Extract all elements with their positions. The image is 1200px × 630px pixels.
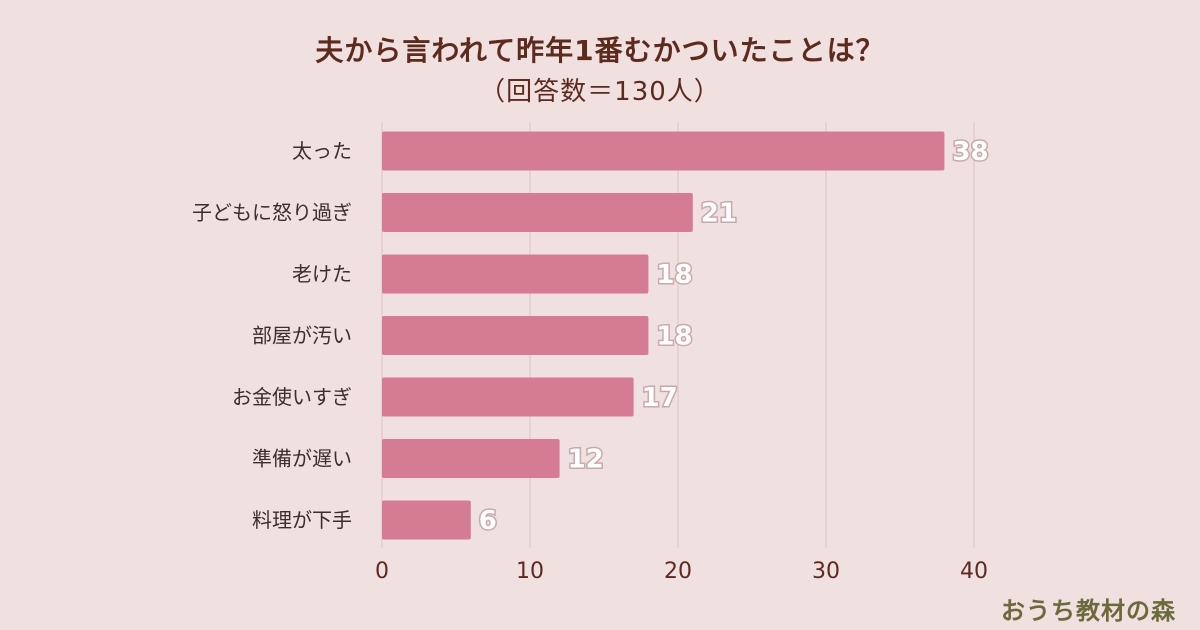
x-tick-label: 30 [812, 559, 840, 584]
x-tick-label: 10 [516, 559, 544, 584]
chart-title: 夫から言われて昨年1番むかついたことは？ [315, 34, 885, 67]
bar [382, 316, 649, 355]
bar [382, 439, 560, 478]
chart-subtitle: （回答数＝130人） [479, 77, 721, 107]
data-label: 6 [479, 506, 497, 536]
data-label: 18 [656, 260, 692, 290]
chart-title-block: 夫から言われて昨年1番むかついたことは？ （回答数＝130人） [0, 30, 1200, 112]
category-label: 老けた [292, 262, 352, 286]
category-label: お金使いすぎ [232, 385, 352, 409]
category-label: 太った [292, 139, 352, 163]
brand-logo: おうち教材の森 [1001, 596, 1176, 625]
x-tick-label: 20 [664, 559, 692, 584]
category-label: 料理が下手 [252, 508, 352, 532]
data-label: 17 [642, 383, 678, 413]
bar [382, 377, 634, 417]
bar [382, 500, 471, 540]
bar [382, 254, 649, 294]
data-label: 38 [952, 137, 988, 167]
category-label: 子どもに怒り過ぎ [192, 201, 352, 225]
x-tick-label: 0 [375, 559, 389, 584]
bar [382, 131, 945, 171]
bar [382, 193, 693, 232]
data-label: 18 [656, 322, 692, 352]
category-label: 準備が遅い [252, 447, 352, 471]
x-tick-label: 40 [960, 559, 988, 584]
data-label: 12 [568, 445, 604, 475]
category-label: 部屋が汚い [252, 324, 352, 348]
data-label: 21 [701, 199, 737, 229]
